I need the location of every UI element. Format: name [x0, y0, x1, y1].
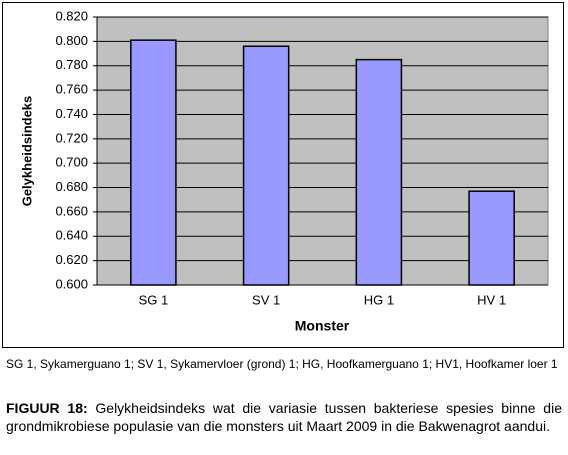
x-tick-label: HV 1	[477, 292, 506, 307]
y-tick-label: 0.820	[55, 8, 88, 23]
bar	[468, 190, 515, 286]
bar	[242, 45, 290, 286]
y-tick-label: 0.640	[55, 228, 88, 243]
y-tick-label: 0.720	[55, 130, 88, 145]
bar	[355, 58, 403, 286]
x-tick-label: HG 1	[364, 292, 394, 307]
chart-frame	[2, 2, 564, 348]
y-tick-label: 0.620	[55, 252, 88, 267]
footnote: SG 1, Sykamerguano 1; SV 1, Sykamervloer…	[6, 357, 558, 371]
y-tick-label: 0.800	[55, 33, 88, 48]
y-tick-label: 0.680	[55, 179, 88, 194]
caption-label: FIGUUR 18:	[6, 400, 88, 416]
x-tick-label: SG 1	[139, 292, 169, 307]
y-tick-label: 0.660	[55, 203, 88, 218]
x-axis-title: Monster	[295, 318, 350, 334]
y-tick-label: 0.760	[55, 82, 88, 97]
chart: Gelykheidsindeks Monster 0.600 0.620 0.640…	[19, 8, 549, 334]
y-tick-label: 0.600	[55, 276, 88, 291]
y-axis-title: Gelykheidsindeks	[19, 96, 34, 207]
bar	[130, 39, 177, 286]
x-tick-label: SV 1	[252, 292, 280, 307]
caption-text: Gelykheidsindeks wat die variasie tussen…	[6, 400, 562, 434]
y-tick-label: 0.780	[55, 57, 88, 72]
y-tick-label: 0.740	[55, 106, 88, 121]
y-tick-label: 0.700	[55, 155, 88, 170]
caption: FIGUUR 18: Gelykheidsindeks wat die vari…	[6, 399, 562, 435]
